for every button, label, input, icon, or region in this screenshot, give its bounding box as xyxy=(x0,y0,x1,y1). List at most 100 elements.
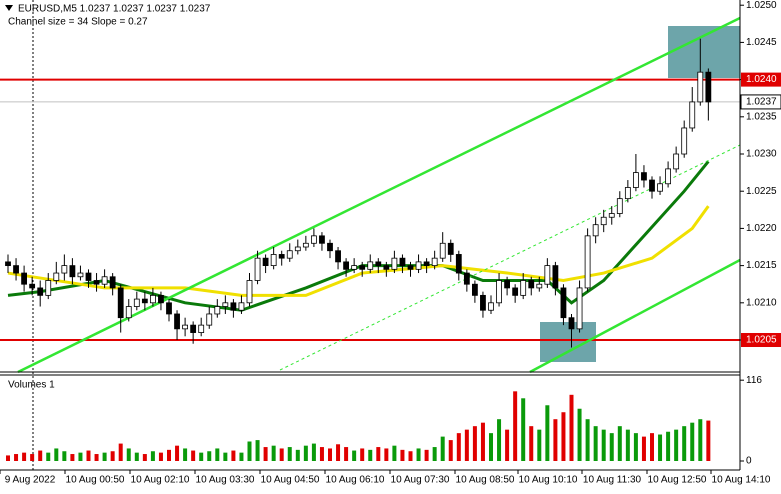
volume-bar xyxy=(150,451,155,461)
moving-average xyxy=(7,205,710,297)
volume-bar xyxy=(360,448,365,461)
volume-bar xyxy=(78,452,83,461)
x-tick-label: 10 Aug 07:30 xyxy=(391,475,450,486)
volume-tick-label: 0 xyxy=(746,456,752,467)
candle-body xyxy=(455,254,462,274)
candle-body xyxy=(673,153,680,170)
volume-bar xyxy=(86,450,91,461)
candle-body xyxy=(101,276,108,285)
y-tick-label: 1.0250 xyxy=(746,0,777,11)
volume-bar xyxy=(392,445,397,461)
volume-bar xyxy=(352,450,357,461)
candle-body xyxy=(327,242,333,252)
candle-body xyxy=(141,298,148,304)
volume-bar xyxy=(368,449,373,461)
candle-body xyxy=(117,287,124,319)
volume-bar xyxy=(706,420,711,461)
volume-bar xyxy=(577,408,582,461)
candle-body xyxy=(592,224,599,237)
volume-bar xyxy=(384,448,389,461)
candle-body xyxy=(158,294,164,304)
volume-bar xyxy=(650,433,654,461)
candle-body xyxy=(536,283,543,289)
volume-bar xyxy=(537,429,542,461)
chart-title: EURUSD,M5 1.0237 1.0237 1.0237 1.0237 xyxy=(18,4,211,15)
level-label: 1.0205 xyxy=(746,335,777,346)
volume-bar xyxy=(199,452,204,461)
candle-body xyxy=(383,265,390,270)
candle-body xyxy=(45,280,52,296)
y-tick-label: 1.0225 xyxy=(746,186,777,197)
candle-body xyxy=(343,261,350,270)
y-tick-label: 1.0230 xyxy=(746,149,777,160)
highlight-box xyxy=(668,26,740,78)
volume-bar xyxy=(223,452,228,461)
candle-body xyxy=(471,283,478,296)
volume-bar xyxy=(271,445,276,461)
volume-bar xyxy=(641,436,646,461)
volume-bar xyxy=(424,449,429,461)
volume-bar xyxy=(319,447,324,461)
candle-body xyxy=(5,261,11,267)
volume-bar xyxy=(480,422,485,461)
volume-bar xyxy=(215,448,220,461)
volume-bar xyxy=(440,436,445,461)
volume-bar xyxy=(617,426,622,461)
candle-body xyxy=(222,302,229,307)
candle-body xyxy=(198,324,205,333)
candle-body xyxy=(230,302,237,311)
candle-body xyxy=(681,127,688,155)
candle-body xyxy=(512,287,519,296)
volume-bar xyxy=(22,452,27,461)
candle-body xyxy=(488,302,494,311)
candle-body xyxy=(214,306,221,315)
candle-body xyxy=(93,280,100,285)
volume-bar xyxy=(682,426,687,461)
candle-body xyxy=(608,213,615,218)
x-tick-label: 10 Aug 12:50 xyxy=(648,475,707,486)
y-tick-label: 1.0235 xyxy=(746,111,777,122)
volume-bar xyxy=(521,398,526,461)
candle-body xyxy=(182,324,189,330)
candle-body xyxy=(335,250,341,263)
volume-bar xyxy=(553,419,558,461)
volume-bar xyxy=(295,449,300,461)
candle-body xyxy=(367,261,374,270)
candle-body xyxy=(600,216,607,226)
volume-bar xyxy=(505,429,510,461)
candle-body xyxy=(633,172,639,188)
candle-body xyxy=(705,71,712,103)
x-tick-label: 10 Aug 04:50 xyxy=(261,475,320,486)
volume-bar xyxy=(545,405,550,461)
candle-body xyxy=(77,272,84,278)
volume-bar xyxy=(207,451,212,461)
volume-bar xyxy=(569,394,574,461)
x-tick-label: 10 Aug 10:10 xyxy=(519,475,578,486)
volume-bar xyxy=(94,454,99,461)
last-price-box xyxy=(740,94,781,110)
volume-bar xyxy=(593,426,598,461)
candle-body xyxy=(641,172,647,181)
candle-body xyxy=(423,261,430,267)
volume-bar xyxy=(432,447,437,461)
volume-bar xyxy=(70,454,75,461)
candle-body xyxy=(431,257,438,267)
volume-bar xyxy=(448,440,453,461)
volume-bar xyxy=(175,445,180,461)
chart-subtitle: Channel size = 34 Slope = 0.27 xyxy=(8,17,148,28)
volume-bar xyxy=(38,450,43,461)
volume-bar xyxy=(633,433,638,461)
volume-bar xyxy=(183,448,188,461)
candle-body xyxy=(278,254,285,259)
candle-body xyxy=(166,302,172,315)
channel-midline xyxy=(279,144,741,371)
volume-bar xyxy=(239,452,244,461)
volume-bar xyxy=(690,422,695,461)
candle-body xyxy=(174,313,180,330)
channel-line xyxy=(529,258,741,374)
volume-bar xyxy=(287,447,292,461)
candle-body xyxy=(528,280,535,289)
candle-body xyxy=(560,287,567,319)
